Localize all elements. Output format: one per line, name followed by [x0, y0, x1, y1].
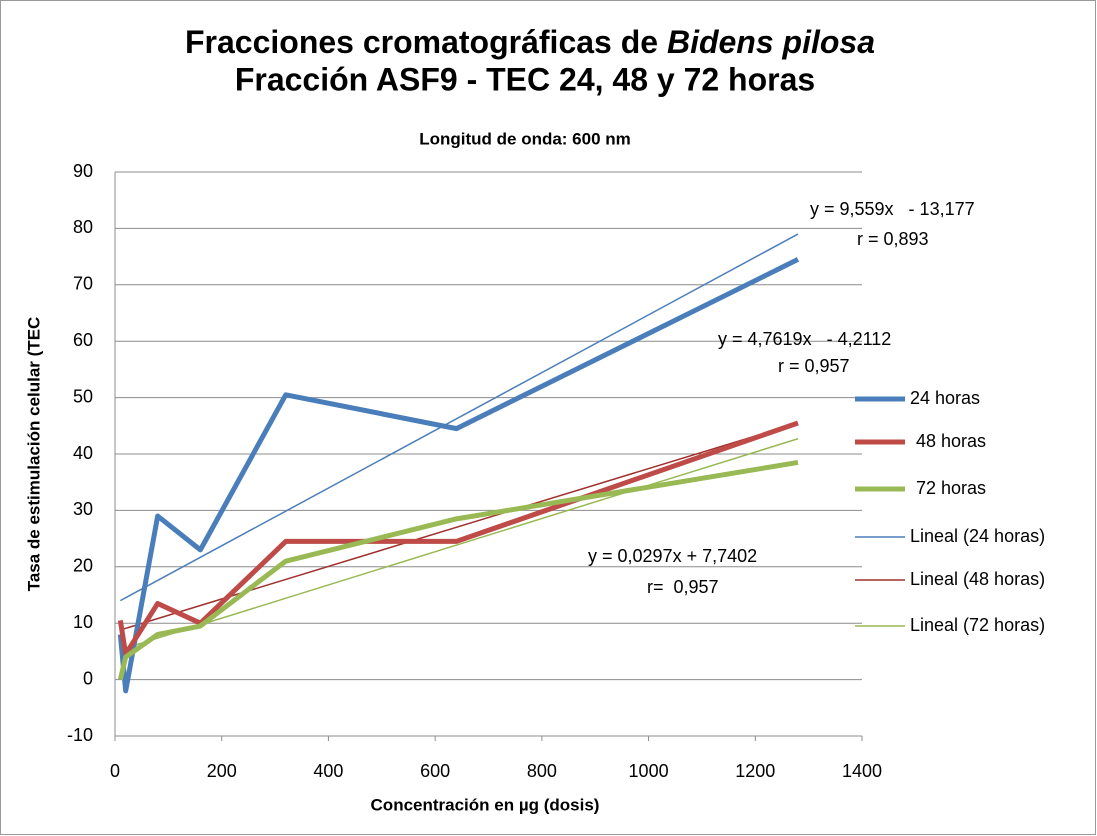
x-tick-label: 800	[527, 761, 557, 781]
chart-title: Fracciones cromatográficas de Bidens pil…	[185, 24, 875, 60]
y-tick-label: 0	[83, 668, 93, 688]
annotation: y = 9,559x - 13,177	[810, 199, 975, 219]
y-tick-label: 10	[73, 612, 93, 632]
title-text: Fracciones cromatográficas de	[185, 24, 658, 60]
y-tick-label: 20	[73, 556, 93, 576]
x-tick-label: 400	[313, 761, 343, 781]
data-line	[117, 459, 799, 681]
trend-line	[120, 438, 799, 651]
x-tick-label: 1400	[842, 761, 882, 781]
legend-label: Lineal (24 horas)	[910, 526, 1045, 546]
y-tick-label: 50	[73, 386, 93, 406]
chart-title-line2: Fracción ASF9 - TEC 24, 48 y 72 horas	[235, 61, 815, 97]
y-tick-label: -10	[67, 725, 93, 745]
legend-label: Lineal (48 horas)	[910, 569, 1045, 589]
annotation: y = 4,7619x - 4,2112	[718, 329, 891, 349]
trend-line	[119, 233, 799, 602]
x-tick-label: 600	[420, 761, 450, 781]
annotation: r= 0,957	[647, 577, 719, 597]
annotation: r = 0,957	[778, 356, 850, 376]
legend-label: Lineal (72 horas)	[910, 615, 1045, 635]
annotation: r = 0,893	[857, 229, 929, 249]
annotation: y = 0,0297x + 7,7402	[588, 546, 757, 566]
legend-label: 72 horas	[916, 478, 986, 498]
y-tick-label: 30	[73, 499, 93, 519]
x-tick-label: 0	[110, 761, 120, 781]
x-tick-label: 1200	[735, 761, 775, 781]
trend-line	[120, 422, 799, 631]
title-italic: Bidens pilosa	[667, 24, 875, 60]
legend-label: 48 horas	[916, 431, 986, 451]
y-tick-label: 80	[73, 217, 93, 237]
y-axis-label: Tasa de estimulación celular (TEC	[24, 317, 43, 592]
x-tick-label: 1000	[629, 761, 669, 781]
subtitle: Longitud de onda: 600 nm	[419, 129, 631, 148]
y-tick-label: 60	[73, 330, 93, 350]
y-tick-label: 70	[73, 274, 93, 294]
y-tick-label: 90	[73, 161, 93, 181]
data-line	[117, 257, 800, 694]
x-axis-label: Concentración en µg (dosis)	[371, 795, 600, 814]
y-tick-label: 40	[73, 443, 93, 463]
x-tick-label: 200	[207, 761, 237, 781]
legend-label: 24 horas	[910, 388, 980, 408]
